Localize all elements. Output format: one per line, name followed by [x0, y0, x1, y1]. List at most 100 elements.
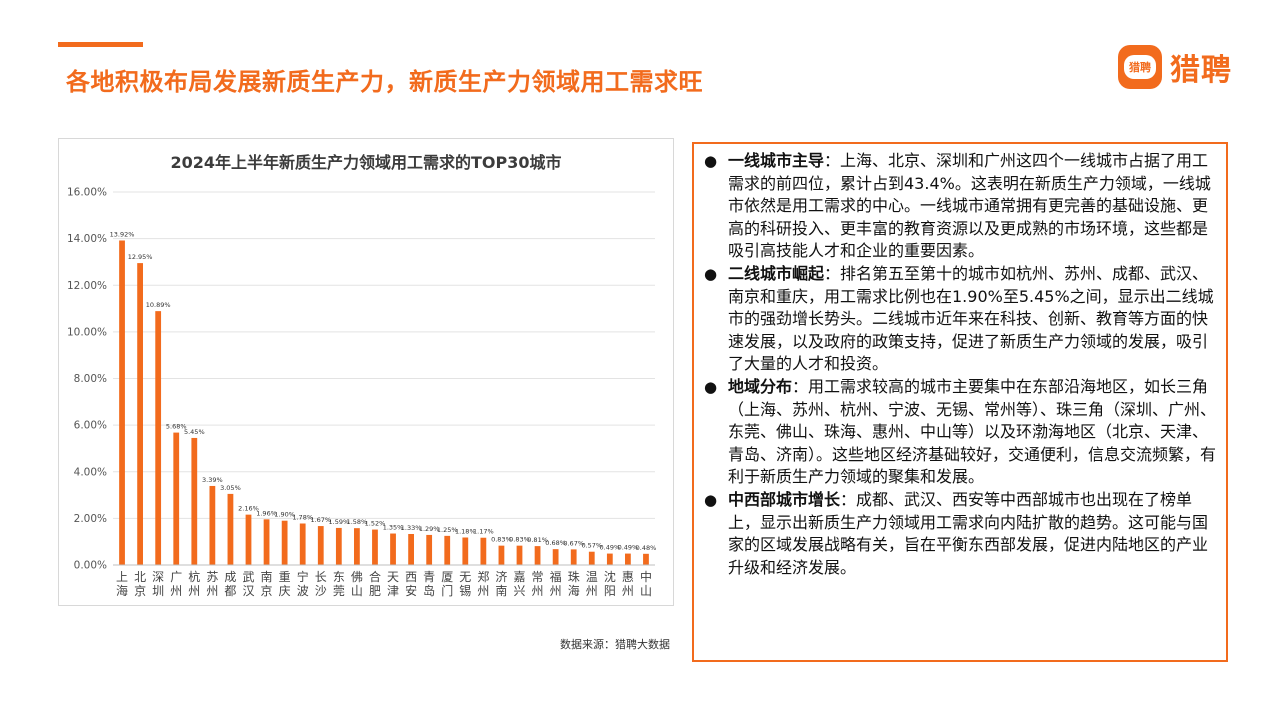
bullet-dot-icon: ● [704, 490, 718, 509]
bar [643, 553, 649, 565]
y-tick-label: 8.00% [74, 373, 107, 385]
bar [227, 493, 234, 565]
data-label: 5.68% [166, 423, 187, 431]
data-label: 0.83% [509, 536, 530, 544]
bar [570, 549, 577, 565]
x-tick-label: 无锡 [459, 570, 471, 598]
data-label: 10.89% [146, 301, 171, 309]
bullet-text: ：成都、武汉、西安等中西部城市也出现在了榜单上，显示出新质生产力领域用工需求向内… [728, 489, 1209, 577]
bar [498, 545, 505, 565]
bar [426, 534, 433, 565]
bar [606, 553, 613, 565]
bar [191, 437, 198, 565]
chart-panel: 2024年上半年新质生产力领域用工需求的TOP30城市 0.00% 2.00% 4.… [58, 138, 674, 606]
x-tick-label: 郑州 [477, 569, 489, 598]
x-tick-label: 深圳 [152, 570, 164, 598]
x-tick-label: 天津 [387, 570, 399, 598]
data-label: 0.67% [563, 539, 584, 547]
x-tick-label: 厦门 [441, 570, 453, 598]
x-tick-label: 武汉 [242, 570, 254, 598]
bar [480, 537, 487, 565]
data-label: 1.67% [310, 516, 331, 524]
bullet-item: ● 中西部城市增长：成都、武汉、西安等中西部城市也出现在了榜单上，显示出新质生产… [704, 489, 1216, 579]
bullet-heading: 地域分布 [728, 376, 793, 396]
bar-chart: 0.00% 2.00% 4.00% 6.00% 8.00% 10.00% 12.00% 14.… [67, 187, 657, 599]
x-tick-label: 温州 [586, 570, 598, 598]
data-label: 0.49% [618, 544, 639, 552]
chart-title: 2024年上半年新质生产力领域用工需求的TOP30城市 [170, 153, 562, 172]
data-label: 3.39% [202, 476, 223, 484]
x-tick-label: 常州 [532, 570, 544, 598]
data-label: 0.48% [636, 544, 657, 552]
bullet-item: ● 二线城市崛起：排名第五至第十的城市如杭州、苏州、成都、武汉、南京和重庆，用工… [704, 263, 1216, 376]
data-label: 1.33% [401, 524, 422, 532]
bullet-dot-icon: ● [704, 264, 718, 283]
x-tick-label: 广州 [170, 570, 182, 598]
x-tick-label: 西安 [405, 570, 417, 598]
bar [625, 553, 631, 565]
bullet-text: ：排名第五至第十的城市如杭州、苏州、成都、武汉、南京和重庆，用工需求比例也在1.… [728, 263, 1214, 374]
y-tick-label: 16.00% [67, 187, 107, 199]
bar [119, 240, 125, 565]
y-tick-label: 6.00% [74, 420, 107, 432]
data-label: 1.59% [329, 518, 350, 526]
x-tick-label: 长沙 [315, 570, 327, 598]
bar [299, 523, 306, 565]
y-tick-label: 14.00% [67, 233, 107, 245]
bullet-dot-icon: ● [704, 377, 718, 396]
x-tick-label: 成都 [224, 570, 236, 598]
data-label: 1.35% [383, 524, 404, 532]
bar [552, 549, 559, 565]
bullet-heading: 中西部城市增长 [728, 489, 841, 509]
x-tick-label: 济南 [495, 569, 507, 598]
bar [245, 514, 252, 565]
x-tick-label: 珠海 [568, 570, 580, 598]
bullet-heading: 二线城市崛起 [728, 263, 825, 283]
data-label: 1.58% [347, 518, 368, 526]
bar [173, 432, 180, 565]
data-label: 1.96% [256, 509, 277, 517]
bar [408, 533, 414, 565]
x-tick-label: 北京 [134, 570, 146, 598]
y-tick-label: 12.00% [67, 280, 107, 292]
data-label: 1.29% [419, 525, 440, 533]
bullet-text: ：上海、北京、深圳和广州这四个一线城市占据了用工需求的前四位，累计占到43.4%… [728, 151, 1211, 261]
y-tick-label: 0.00% [74, 560, 107, 572]
data-label: 0.68% [545, 539, 566, 547]
data-label: 0.49% [600, 544, 621, 552]
data-label: 1.52% [365, 520, 386, 528]
bar [516, 545, 523, 565]
data-label: 1.78% [292, 514, 313, 522]
data-source: 数据来源：猎聘大数据 [560, 638, 670, 651]
liepin-logo: 猎聘 猎聘 [1118, 44, 1232, 90]
x-tick-label: 佛山 [351, 570, 363, 598]
bar [372, 529, 378, 565]
bar [335, 527, 342, 565]
data-label: 5.45% [184, 428, 205, 436]
bar [263, 519, 270, 565]
x-tick-label: 沈阳 [604, 569, 616, 598]
data-label: 0.81% [527, 536, 548, 544]
x-tick-label: 南京 [261, 569, 273, 598]
x-tick-label: 杭州 [188, 569, 200, 598]
bar [462, 537, 469, 565]
y-tick-label: 4.00% [74, 466, 107, 478]
x-tick-label: 嘉兴 [513, 570, 525, 598]
x-tick-label: 宁波 [297, 569, 309, 598]
analysis-panel: ● 一线城市主导：上海、北京、深圳和广州这四个一线城市占据了用工需求的前四位，累… [692, 142, 1228, 662]
bar [354, 528, 360, 565]
bullet-item: ● 地域分布：用工需求较高的城市主要集中在东部沿海地区，如长三角（上海、苏州、杭… [704, 376, 1216, 489]
bar [209, 485, 216, 565]
bullet-dot-icon: ● [704, 152, 718, 170]
x-tick-label: 东莞 [333, 570, 345, 598]
data-label: 0.57% [581, 542, 602, 550]
bullet-text: ：用工需求较高的城市主要集中在东部沿海地区，如长三角（上海、苏州、杭州、宁波、无… [728, 376, 1217, 487]
x-tick-label: 合肥 [369, 569, 381, 598]
bar [390, 533, 396, 565]
data-label: 2.16% [238, 505, 259, 513]
data-label: 13.92% [110, 230, 135, 238]
bar [534, 546, 541, 565]
data-label: 1.18% [455, 527, 476, 535]
bar [137, 263, 143, 565]
title-accent-bar [58, 42, 143, 47]
